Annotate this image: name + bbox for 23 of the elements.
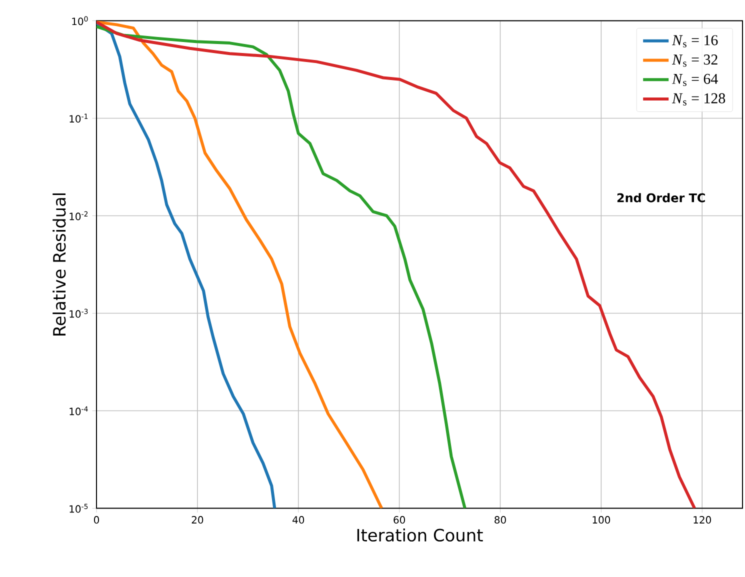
x-tick-label: 60 bbox=[394, 516, 406, 524]
legend-label: N$_{s}$ = 32 bbox=[672, 54, 718, 67]
legend-label: N$_{s}$ = 64 bbox=[672, 74, 718, 86]
y-tick-label: 10$^{-5}$ bbox=[70, 504, 88, 513]
y-tick-label: 10$^{-1}$ bbox=[70, 114, 88, 123]
y-tick-label: 10$^{-4}$ bbox=[70, 406, 88, 416]
x-axis-title: Iteration Count bbox=[357, 528, 483, 542]
line-series bbox=[96, 20, 384, 508]
y-tick-label: 10$^{0}$ bbox=[72, 16, 88, 26]
y-tick-label: 10$^{-2}$ bbox=[70, 211, 88, 220]
x-tick-label: 120 bbox=[694, 516, 711, 524]
y-axis-title: Relative Residual bbox=[52, 193, 66, 336]
x-tick-label: 40 bbox=[292, 516, 304, 524]
legend-label: N$_{s}$ = 16 bbox=[672, 35, 718, 48]
line-series bbox=[96, 25, 466, 508]
x-tick-label: 0 bbox=[94, 516, 100, 524]
x-tick-label: 20 bbox=[192, 516, 204, 524]
annotation: 2nd Order TC bbox=[617, 193, 705, 202]
legend-label: N$_{s}$ = 128 bbox=[672, 93, 726, 106]
x-tick-label: 100 bbox=[592, 516, 610, 524]
x-tick-label: 80 bbox=[494, 516, 506, 524]
y-tick-label: 10$^{-3}$ bbox=[70, 308, 88, 318]
line-series bbox=[96, 22, 276, 508]
